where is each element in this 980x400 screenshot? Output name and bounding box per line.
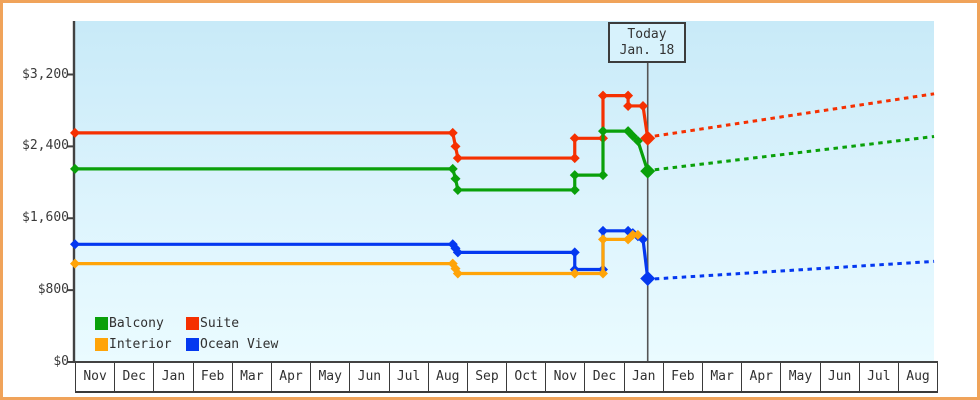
x-axis-month-cell: Jul	[390, 363, 429, 391]
series-line-suite	[75, 94, 650, 160]
today-point-suite	[640, 130, 656, 146]
x-axis-month-cell: Nov	[546, 363, 586, 391]
data-point-ocean-view	[452, 247, 463, 258]
y-axis-label: $3,200	[22, 66, 69, 82]
data-point-balcony	[450, 173, 461, 184]
data-point-suite	[597, 90, 608, 101]
data-point-interior	[70, 258, 80, 269]
y-axis-label: $800	[37, 282, 69, 298]
data-point-interior	[452, 268, 463, 279]
data-point-interior	[569, 268, 580, 279]
data-point-balcony	[452, 184, 463, 195]
x-axis-month-cell: Dec	[585, 363, 625, 391]
today-flag-line1: Today	[627, 26, 667, 42]
data-point-suite	[623, 100, 634, 111]
today-point-balcony	[640, 163, 656, 179]
legend-item-balcony: Balcony	[95, 317, 186, 330]
legend-swatch-icon	[186, 317, 199, 330]
series-line-interior	[75, 233, 638, 276]
y-axis-label: $2,400	[22, 138, 69, 154]
x-axis-month-cell: Jun	[350, 363, 390, 391]
today-flag-line2: Jan. 18	[619, 42, 675, 58]
data-point-suite	[569, 153, 580, 164]
x-axis-month-cell: Jan	[154, 363, 194, 391]
x-axis-month-cell: Oct	[507, 363, 547, 391]
data-point-interior	[632, 229, 643, 240]
x-axis-month-cell: Aug	[899, 363, 939, 391]
data-point-balcony	[632, 135, 643, 146]
data-point-ocean-view	[569, 247, 580, 258]
legend: Balcony Suite Interior Ocean View	[95, 317, 278, 351]
x-axis-month-cell: Nov	[75, 363, 116, 391]
data-point-interior	[627, 229, 638, 240]
data-point-suite	[452, 153, 463, 164]
data-point-interior	[597, 268, 608, 279]
data-point-balcony	[597, 170, 608, 181]
data-point-suite	[638, 100, 649, 111]
y-axis-label: $1,600	[22, 210, 69, 226]
legend-label: Interior	[109, 337, 172, 352]
legend-label: Suite	[200, 316, 240, 331]
legend-item-suite: Suite	[186, 317, 278, 330]
data-point-suite	[70, 127, 80, 138]
series-line-balcony	[75, 129, 650, 192]
data-point-ocean-view	[70, 239, 80, 250]
legend-label: Ocean View	[200, 337, 279, 352]
x-axis-month-cell: Feb	[194, 363, 233, 391]
x-axis-month-cell: Apr	[742, 363, 782, 391]
data-point-suite	[450, 141, 461, 152]
x-axis-month-cell: Jul	[860, 363, 899, 391]
data-point-balcony	[447, 163, 458, 174]
data-point-balcony	[569, 170, 580, 181]
x-axis-month-cell: Jun	[821, 363, 860, 391]
today-point-ocean-view	[640, 270, 656, 286]
data-point-interior	[597, 234, 608, 245]
x-axis-month-cell: Feb	[664, 363, 703, 391]
today-flag: Today Jan. 18	[608, 22, 686, 63]
data-point-balcony	[70, 163, 80, 174]
x-axis-month-cell: May	[311, 363, 351, 391]
legend-swatch-icon	[95, 317, 108, 330]
series-projection-suite	[654, 92, 935, 138]
x-axis-month-cell: Jan	[625, 363, 664, 391]
x-axis-month-cell: Mar	[233, 363, 272, 391]
data-point-ocean-view	[597, 225, 608, 236]
data-point-suite	[623, 90, 634, 101]
data-point-balcony	[569, 184, 580, 195]
legend-label: Balcony	[109, 316, 164, 331]
data-point-balcony	[627, 131, 638, 142]
legend-swatch-icon	[186, 338, 199, 351]
x-axis-month-cell: Mar	[703, 363, 743, 391]
y-axis-label: $0	[53, 354, 69, 369]
series-projection-ocean-view	[654, 259, 935, 281]
x-axis-month-cell: Apr	[272, 363, 312, 391]
x-axis-month-row: Nov Dec Jan Feb Mar Apr May Jun Jul Aug Sep Oct Nov D…	[75, 363, 939, 393]
legend-item-ocean-view: Ocean View	[186, 338, 278, 351]
data-point-suite	[447, 127, 458, 138]
x-axis-month-cell: Sep	[468, 363, 508, 391]
x-axis-month-cell: Dec	[115, 363, 155, 391]
series-projection-balcony	[654, 135, 935, 172]
data-point-suite	[569, 133, 580, 144]
legend-item-interior: Interior	[95, 338, 186, 351]
x-axis-month-cell: Aug	[429, 363, 468, 391]
x-axis-month-cell: May	[781, 363, 821, 391]
series-line-ocean-view	[75, 229, 650, 279]
chart-canvas	[67, 21, 938, 363]
data-point-balcony	[597, 126, 608, 137]
legend-swatch-icon	[95, 338, 108, 351]
